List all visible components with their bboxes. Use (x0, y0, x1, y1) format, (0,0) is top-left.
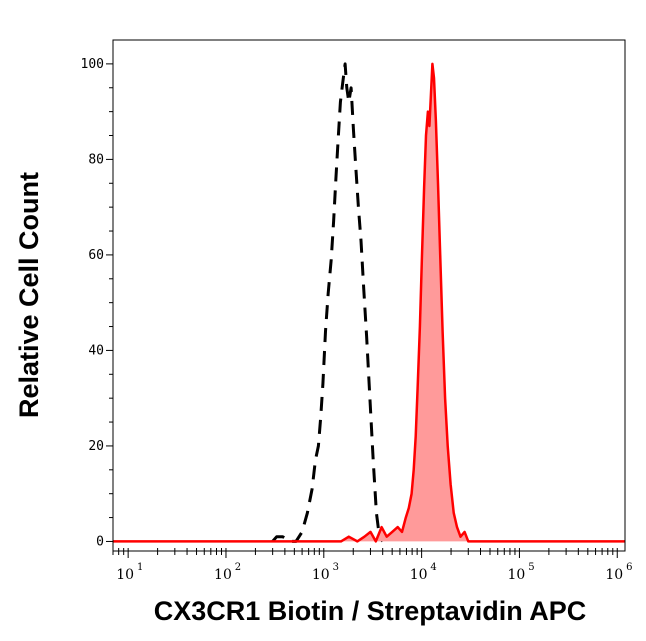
series-line-0 (271, 62, 384, 543)
series-layer (113, 62, 625, 543)
series-line-1 (113, 62, 625, 543)
y-tick-label: 0 (96, 534, 104, 549)
x-tick-exponent: 4 (430, 562, 436, 573)
y-axis-tick-labels: 0 20 40 60 80 100 (81, 57, 104, 550)
y-tick-label: 40 (88, 343, 104, 358)
x-tick-label: 10 (508, 567, 526, 583)
y-tick-label: 100 (81, 57, 104, 72)
x-tick-exponent: 1 (137, 562, 143, 573)
y-tick-label: 20 (88, 439, 104, 454)
x-axis-tick-labels: 10 1 10 2 10 3 10 4 10 5 10 6 (116, 562, 632, 583)
x-tick-label: 10 (116, 567, 134, 583)
x-tick-exponent: 2 (235, 562, 241, 573)
x-tick-exponent: 3 (333, 562, 339, 573)
x-tick-label: 10 (605, 567, 623, 583)
x-tick-exponent: 5 (528, 562, 534, 573)
plot-frame (112, 39, 626, 552)
x-tick-label: 10 (312, 567, 330, 583)
y-tick-label: 60 (88, 248, 104, 263)
x-tick-exponent: 6 (626, 562, 632, 573)
y-tick-label: 80 (88, 152, 104, 167)
x-axis-ticks (112, 548, 618, 558)
series-fill-1 (113, 63, 625, 542)
x-axis-label: CX3CR1 Biotin / Streptavidin APC (154, 596, 587, 626)
y-axis-label: Relative Cell Count (14, 172, 44, 418)
x-tick-label: 10 (410, 567, 428, 583)
x-tick-label: 10 (214, 567, 232, 583)
y-axis-ticks (106, 63, 113, 542)
